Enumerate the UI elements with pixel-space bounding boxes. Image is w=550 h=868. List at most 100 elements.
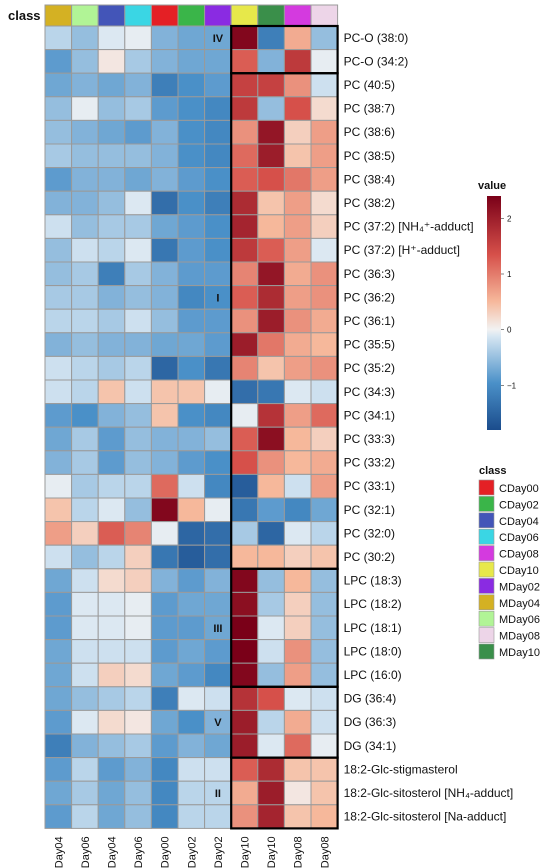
heatmap-cell [97,662,126,688]
heatmap-cell [283,403,312,428]
heatmap-cell [71,332,99,357]
heatmap-cell [124,686,152,711]
class-legend-swatch [478,594,495,611]
heatmap-cell [257,96,285,121]
row-label: LPC (18:2) [344,597,402,611]
row-label: DG (34:1) [344,739,397,753]
heatmap-cell [204,119,232,145]
column-label: MDay04 [53,836,65,868]
heatmap-cell [97,709,126,735]
heatmap-cell [230,497,259,523]
heatmap-cell [97,355,126,381]
heatmap-cell [124,733,152,759]
column-label: CDay02 [186,836,198,868]
heatmap-cell [97,96,126,121]
column-label: MDay10 [266,836,278,868]
heatmap-cell [257,25,285,51]
heatmap-cell [177,72,206,98]
heatmap-cell [150,757,179,782]
heatmap-cell [71,804,99,829]
row-label: PC (38:2) [344,196,395,210]
heatmap-cell [150,497,179,523]
heatmap-cell [97,568,126,593]
heatmap-cell [257,355,285,381]
heatmap-cell [97,72,126,98]
heatmap-cell [71,190,99,216]
heatmap-cell [97,237,126,263]
heatmap-cell [44,662,73,688]
heatmap-cell [257,733,285,759]
row-label: PC (35:5) [344,338,395,352]
heatmap-cell [177,473,206,499]
heatmap-cell [44,308,73,334]
heatmap-cell [283,639,312,664]
heatmap-cell [230,709,259,735]
heatmap-cell [97,757,126,782]
class-legend-swatch [478,496,495,512]
heatmap-cell [230,190,259,216]
heatmap-cell [177,544,206,570]
heatmap-cell [150,709,179,735]
heatmap-cell [97,426,126,452]
heatmap-cell [204,332,232,357]
heatmap-cell [150,804,179,829]
heatmap-cell [310,119,339,145]
column-label: CDay06 [133,836,145,868]
heatmap-cell [283,804,312,829]
heatmap-cell [283,780,312,806]
heatmap-cell [177,167,206,192]
class-legend-swatch [478,643,495,660]
color-scale-tick-label: 0 [507,326,512,335]
cluster-label: I [216,292,219,304]
heatmap-cell [204,237,232,263]
heatmap-cell [310,379,339,405]
heatmap-cell [44,521,73,546]
heatmap-cell [204,804,232,829]
heatmap-cell [177,639,206,664]
heatmap-cell [230,757,259,782]
heatmap-cell [257,49,285,74]
class-legend-label: CDay06 [499,532,539,544]
heatmap-cell [71,72,99,98]
heatmap-cell [177,733,206,759]
heatmap-cell [283,261,312,287]
row-label: PC (37:2) [NH₄⁺-adduct] [344,220,474,234]
heatmap-cell [257,709,285,735]
heatmap-cell [230,143,259,169]
annotation-cell [177,4,206,27]
heatmap-cell [97,332,126,357]
heatmap-cell [230,379,259,405]
heatmap-cell [150,591,179,617]
heatmap-cell [283,757,312,782]
class-legend-label: CDay00 [499,483,539,495]
heatmap-cell [177,49,206,74]
heatmap-cell [257,332,285,357]
row-label: PC (37:2) [H⁺-adduct] [344,243,460,257]
heatmap-cell [71,379,99,405]
heatmap-cell [71,686,99,711]
heatmap-cell [257,426,285,452]
heatmap-cell [150,308,179,334]
heatmap-cell [150,143,179,169]
heatmap-cell [204,686,232,711]
heatmap-cell [177,591,206,617]
heatmap-cell [44,25,73,51]
row-label: DG (36:4) [344,692,397,706]
heatmap-cell [230,237,259,263]
color-scale-legend: value 2 1 0 −1 [478,180,517,430]
heatmap-cell [124,72,152,98]
heatmap-cell [124,143,152,169]
heatmap-cell [204,568,232,593]
heatmap-cell [71,639,99,664]
heatmap-cell [283,591,312,617]
heatmap-cell [124,25,152,51]
annotation-title: class [8,8,41,23]
heatmap-cell [310,450,339,475]
heatmap-cell [257,568,285,593]
heatmap-cell [177,379,206,405]
heatmap-cell [97,308,126,334]
heatmap-cell [124,332,152,357]
row-label: PC (38:4) [344,172,395,186]
heatmap-cell [97,521,126,546]
